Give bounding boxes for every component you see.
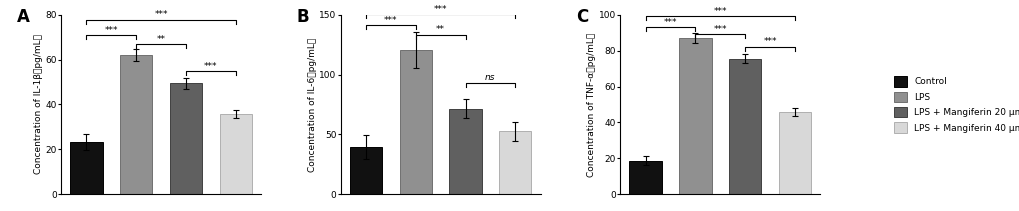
Text: ***: *** [762, 37, 776, 46]
Bar [120, 55, 152, 194]
Y-axis label: Concentration of IL-1β（pg/mL）: Concentration of IL-1β（pg/mL） [34, 34, 43, 174]
Text: **: ** [436, 25, 444, 34]
Text: ***: *** [663, 18, 677, 27]
Text: ***: *** [105, 26, 118, 35]
Text: ***: *** [154, 10, 168, 19]
Text: ns: ns [485, 73, 495, 82]
Bar [729, 58, 760, 194]
Bar [777, 112, 810, 194]
Text: **: ** [157, 35, 165, 44]
Bar [629, 161, 661, 194]
Text: C: C [576, 8, 588, 26]
Bar [70, 142, 103, 194]
Text: B: B [297, 8, 309, 26]
Bar [679, 38, 711, 194]
Bar [399, 50, 431, 194]
Text: ***: *** [204, 62, 217, 71]
Y-axis label: Concentration of IL-6（pg/mL）: Concentration of IL-6（pg/mL） [308, 37, 316, 172]
Text: ***: *** [712, 25, 727, 34]
Text: ***: *** [712, 7, 727, 16]
Bar [219, 114, 252, 194]
Bar [449, 109, 481, 194]
Legend: Control, LPS, LPS + Mangiferin 20 μmol/L, LPS + Mangiferin 40 μmol/L: Control, LPS, LPS + Mangiferin 20 μmol/L… [893, 75, 1019, 134]
Text: ***: *** [433, 5, 447, 14]
Bar [498, 131, 531, 194]
Text: ***: *** [384, 16, 397, 25]
Bar [169, 83, 202, 194]
Bar [350, 147, 382, 194]
Y-axis label: Concentration of TNF-α（pg/mL）: Concentration of TNF-α（pg/mL） [587, 32, 595, 177]
Text: A: A [17, 8, 31, 26]
